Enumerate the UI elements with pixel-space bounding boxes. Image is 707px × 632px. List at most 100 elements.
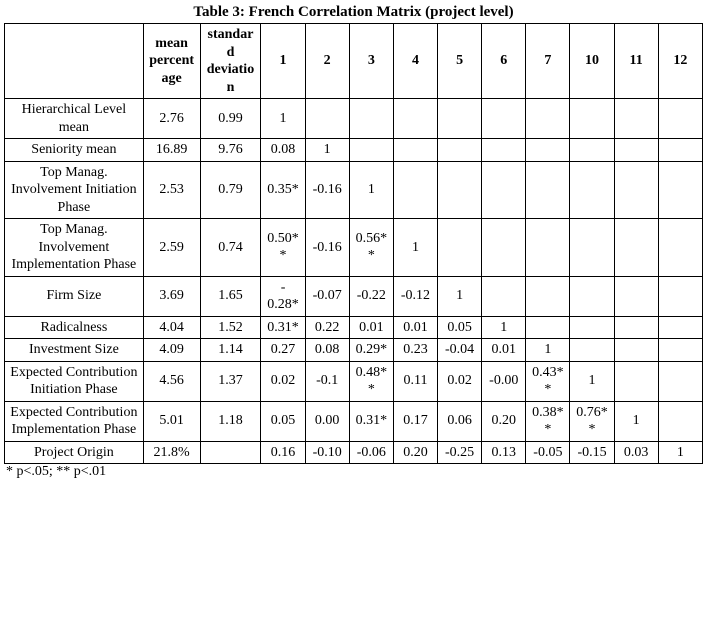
- cell-corr: [614, 339, 658, 362]
- cell-corr: 1: [482, 316, 526, 339]
- cell-std: [200, 441, 261, 464]
- cell-corr: [438, 139, 482, 162]
- row-label: Investment Size: [5, 339, 144, 362]
- table-title: Table 3: French Correlation Matrix (proj…: [4, 4, 703, 21]
- cell-corr: 0.31*: [349, 401, 393, 441]
- cell-corr: [393, 99, 437, 139]
- header-row: mean percent age standar d deviatio n 1 …: [5, 24, 703, 99]
- cell-corr: [570, 139, 614, 162]
- cell-corr: 0.03: [614, 441, 658, 464]
- col-std: standar d deviatio n: [200, 24, 261, 99]
- cell-corr: [526, 161, 570, 219]
- cell-corr: [482, 99, 526, 139]
- cell-corr: [482, 276, 526, 316]
- cell-corr: [438, 99, 482, 139]
- col-7: 7: [526, 24, 570, 99]
- cell-corr: 0.43* *: [526, 361, 570, 401]
- cell-corr: [526, 219, 570, 277]
- cell-mean: 2.76: [143, 99, 200, 139]
- table-row: Expected Contribution Implementation Pha…: [5, 401, 703, 441]
- cell-corr: [614, 99, 658, 139]
- col-3: 3: [349, 24, 393, 99]
- cell-corr: [570, 339, 614, 362]
- footnote: * p<.05; ** p<.01: [4, 464, 703, 480]
- cell-corr: [570, 99, 614, 139]
- cell-mean: 4.09: [143, 339, 200, 362]
- col-4: 4: [393, 24, 437, 99]
- cell-corr: 1: [305, 139, 349, 162]
- cell-corr: [658, 219, 702, 277]
- cell-corr: [658, 139, 702, 162]
- cell-corr: 0.23: [393, 339, 437, 362]
- cell-corr: [614, 139, 658, 162]
- row-label: Hierarchical Level mean: [5, 99, 144, 139]
- cell-corr: [658, 161, 702, 219]
- cell-corr: 1: [658, 441, 702, 464]
- cell-corr: 0.20: [482, 401, 526, 441]
- cell-corr: 0.08: [305, 339, 349, 362]
- row-label: Expected Contribution Initiation Phase: [5, 361, 144, 401]
- cell-corr: [658, 276, 702, 316]
- row-label: Seniority mean: [5, 139, 144, 162]
- cell-corr: [526, 316, 570, 339]
- cell-corr: -0.16: [305, 161, 349, 219]
- cell-corr: 0.01: [349, 316, 393, 339]
- row-label: Project Origin: [5, 441, 144, 464]
- cell-corr: -0.05: [526, 441, 570, 464]
- cell-corr: - 0.28*: [261, 276, 305, 316]
- row-label: Expected Contribution Implementation Pha…: [5, 401, 144, 441]
- cell-corr: -0.04: [438, 339, 482, 362]
- cell-mean: 16.89: [143, 139, 200, 162]
- cell-corr: [614, 219, 658, 277]
- cell-corr: 0.27: [261, 339, 305, 362]
- cell-corr: 0.05: [438, 316, 482, 339]
- cell-corr: -0.10: [305, 441, 349, 464]
- table-row: Radicalness4.041.520.31*0.220.010.010.05…: [5, 316, 703, 339]
- cell-mean: 4.56: [143, 361, 200, 401]
- cell-std: 9.76: [200, 139, 261, 162]
- cell-corr: -0.22: [349, 276, 393, 316]
- table-row: Top Manag. Involvement Implementation Ph…: [5, 219, 703, 277]
- col-10: 10: [570, 24, 614, 99]
- cell-corr: 0.13: [482, 441, 526, 464]
- col-12: 12: [658, 24, 702, 99]
- col-2: 2: [305, 24, 349, 99]
- cell-corr: -0.1: [305, 361, 349, 401]
- cell-corr: [526, 99, 570, 139]
- cell-corr: [614, 161, 658, 219]
- cell-corr: [614, 276, 658, 316]
- cell-mean: 4.04: [143, 316, 200, 339]
- col-rowlabel: [5, 24, 144, 99]
- cell-std: 0.99: [200, 99, 261, 139]
- row-label: Firm Size: [5, 276, 144, 316]
- cell-std: 0.74: [200, 219, 261, 277]
- cell-corr: 0.01: [482, 339, 526, 362]
- row-label: Radicalness: [5, 316, 144, 339]
- cell-corr: 0.11: [393, 361, 437, 401]
- cell-corr: [658, 316, 702, 339]
- col-1: 1: [261, 24, 305, 99]
- cell-corr: -0.25: [438, 441, 482, 464]
- row-label: Top Manag. Involvement Initiation Phase: [5, 161, 144, 219]
- cell-corr: 0.06: [438, 401, 482, 441]
- cell-corr: 0.01: [393, 316, 437, 339]
- cell-corr: 0.76* *: [570, 401, 614, 441]
- cell-corr: 0.35*: [261, 161, 305, 219]
- col-6: 6: [482, 24, 526, 99]
- cell-corr: [658, 401, 702, 441]
- cell-corr: [482, 161, 526, 219]
- row-label: Top Manag. Involvement Implementation Ph…: [5, 219, 144, 277]
- cell-mean: 5.01: [143, 401, 200, 441]
- cell-corr: [526, 139, 570, 162]
- cell-corr: 0.56* *: [349, 219, 393, 277]
- cell-corr: -0.16: [305, 219, 349, 277]
- cell-corr: [349, 139, 393, 162]
- cell-corr: [438, 161, 482, 219]
- cell-mean: 3.69: [143, 276, 200, 316]
- cell-corr: 0.16: [261, 441, 305, 464]
- cell-corr: 1: [526, 339, 570, 362]
- cell-corr: [482, 139, 526, 162]
- cell-corr: [305, 99, 349, 139]
- cell-corr: 0.29*: [349, 339, 393, 362]
- cell-corr: 0.31*: [261, 316, 305, 339]
